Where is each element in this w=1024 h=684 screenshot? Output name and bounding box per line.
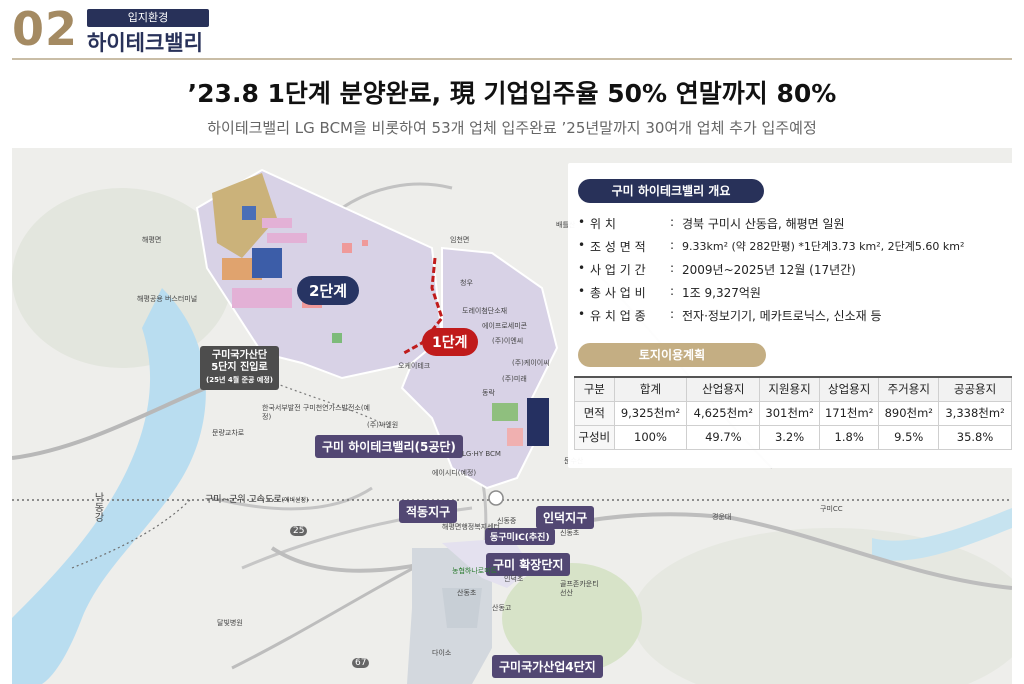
- overview-value: 2009년~2025년 12월 (17년간): [682, 263, 856, 277]
- place-label: 오케이테크: [398, 362, 431, 370]
- place-label: 신동중: [497, 517, 517, 525]
- phase1-label: 1단계: [422, 328, 478, 356]
- overview-key: 유 치 업 종: [590, 309, 646, 323]
- place-label: 농협하나로마트: [452, 567, 498, 575]
- table-cell: 49.7%: [686, 424, 761, 450]
- table-cell: 3.2%: [759, 424, 820, 450]
- river-label: 낙동강: [92, 492, 103, 522]
- place-label: 배틀산: [556, 221, 576, 229]
- overview-key: 총 사 업 비: [590, 286, 646, 300]
- expressway-label: 구미~군위 고속도로(예비선정): [205, 495, 309, 505]
- subheadline: 하이테크밸리 LG BCM을 비롯하여 53개 업체 입주완료 ’25년말까지 …: [207, 119, 817, 137]
- table-cell: 1.8%: [818, 424, 880, 450]
- place-label: 인덕초: [504, 575, 524, 583]
- place-label: 에이프로세미콘: [482, 322, 528, 330]
- indeok-label: 인덕지구: [536, 506, 595, 529]
- ic-label: 동구미IC(추진): [485, 528, 555, 545]
- place-label: LG·HY BCM: [462, 450, 501, 458]
- overview-row: • 위 치 : 경북 구미시 산동읍, 해평면 일원: [578, 215, 845, 231]
- table-cell: 9,325천m²: [613, 400, 688, 426]
- table-header: 공공용지: [938, 376, 1012, 402]
- place-label: 임천면: [450, 236, 470, 244]
- route-67-label: 67: [352, 658, 370, 668]
- section-badge: 입지환경: [87, 9, 209, 27]
- place-label: 에이시디(예정): [432, 469, 477, 477]
- place-label: 골프존카운티 선산: [560, 580, 599, 597]
- table-cell: 9.5%: [878, 424, 940, 450]
- table-cell: 4,625천m²: [686, 400, 761, 426]
- overview-panel: 구미 하이테크밸리 개요 • 위 치 : 경북 구미시 산동읍, 해평면 일원 …: [568, 163, 1016, 468]
- table-header: 산업용지: [686, 376, 761, 402]
- land-use-table: 구분 합계 산업용지 지원용지 상업용지 주거용지 공공용지 면적 9,325천…: [574, 376, 1012, 450]
- map-graphic: [12, 168, 1012, 684]
- overview-row: • 사 업 기 간 : 2009년~2025년 12월 (17년간): [578, 261, 856, 277]
- table-row: 면적 9,325천m² 4,625천m² 301천m² 171천m² 890천m…: [574, 400, 1012, 426]
- place-label: (주)미래: [502, 375, 527, 383]
- overview-value: 9.33km² (약 282만평) *1단계3.73 km², 2단계5.60 …: [682, 240, 965, 253]
- table-header: 합계: [613, 376, 688, 402]
- section-title: 하이테크밸리: [87, 31, 203, 55]
- header-divider: [12, 58, 1012, 60]
- overview-title: 구미 하이테크밸리 개요: [578, 179, 764, 203]
- place-label: 신동초: [560, 529, 580, 537]
- table-header: 구분: [574, 376, 615, 402]
- overview-value: 1조 9,327억원: [682, 286, 761, 300]
- place-label: 해평면행정복지센터: [442, 523, 500, 531]
- place-label: 문량교차로: [212, 429, 245, 437]
- jeokdong-label: 적동지구: [399, 500, 458, 523]
- overview-row: • 조 성 면 적 : 9.33km² (약 282만평) *1단계3.73 k…: [578, 238, 965, 254]
- national4-label: 구미국가산업4단지: [492, 655, 603, 678]
- headline: ’23.8 1단계 분양완료, 現 기업입주율 50% 연말까지 80%: [187, 79, 837, 108]
- place-label: (주)케이이씨: [512, 359, 550, 367]
- place-label: 도레이첨단소재: [462, 307, 508, 315]
- table-row: 구성비 100% 49.7% 3.2% 1.8% 9.5% 35.8%: [574, 424, 1012, 450]
- table-header: 상업용지: [818, 376, 880, 402]
- overview-row: • 유 치 업 종 : 전자·정보기기, 메카트로닉스, 신소재 등: [578, 307, 882, 323]
- place-label: 한국서부발전 구미천연가스발전소(예정): [262, 404, 370, 421]
- route-25-label: 25: [290, 526, 308, 536]
- table-cell: 890천m²: [878, 400, 940, 426]
- place-label: 해평공용 버스터미널: [137, 295, 198, 303]
- overview-key: 조 성 면 적: [590, 240, 646, 254]
- overview-key: 위 치: [590, 217, 616, 231]
- place-label: 다이소: [432, 649, 452, 657]
- table-cell: 면적: [574, 400, 615, 426]
- place-label: 산동고: [492, 604, 512, 612]
- place-label: 경운대: [712, 513, 732, 521]
- overview-key: 사 업 기 간: [590, 263, 646, 277]
- table-cell: 301천m²: [759, 400, 820, 426]
- place-label: 산동초: [457, 589, 477, 597]
- place-label: 달빛병원: [217, 619, 243, 627]
- hitech-5-label: 구미 하이테크밸리(5공단): [315, 435, 463, 458]
- table-cell: 35.8%: [938, 424, 1012, 450]
- place-label: 동락: [482, 389, 495, 397]
- section-number: 02: [12, 2, 79, 56]
- table-header: 지원용지: [759, 376, 820, 402]
- table-header-row: 구분 합계 산업용지 지원용지 상업용지 주거용지 공공용지: [574, 376, 1012, 402]
- place-label: (주)이엔씨: [492, 337, 524, 345]
- table-cell: 3,338천m²: [938, 400, 1012, 426]
- expansion-label: 구미 확장단지: [486, 553, 571, 576]
- place-label: 청우: [460, 279, 473, 287]
- place-label: 해평면: [142, 236, 162, 244]
- place-label: 구미CC: [820, 505, 843, 513]
- overview-row: • 총 사 업 비 : 1조 9,327억원: [578, 284, 761, 300]
- table-cell: 100%: [613, 424, 688, 450]
- phase2-label: 2단계: [297, 276, 360, 305]
- access-road-label: 구미국가산단 5단지 진입로 (25년 4월 준공 예정): [200, 346, 279, 390]
- land-use-title: 토지이용계획: [578, 343, 766, 367]
- overview-value: 전자·정보기기, 메카트로닉스, 신소재 등: [682, 309, 882, 323]
- table-cell: 171천m²: [818, 400, 880, 426]
- overview-value: 경북 구미시 산동읍, 해평면 일원: [682, 217, 845, 231]
- table-cell: 구성비: [574, 424, 615, 450]
- table-header: 주거용지: [878, 376, 940, 402]
- place-label: (주)씨엔원: [367, 421, 399, 429]
